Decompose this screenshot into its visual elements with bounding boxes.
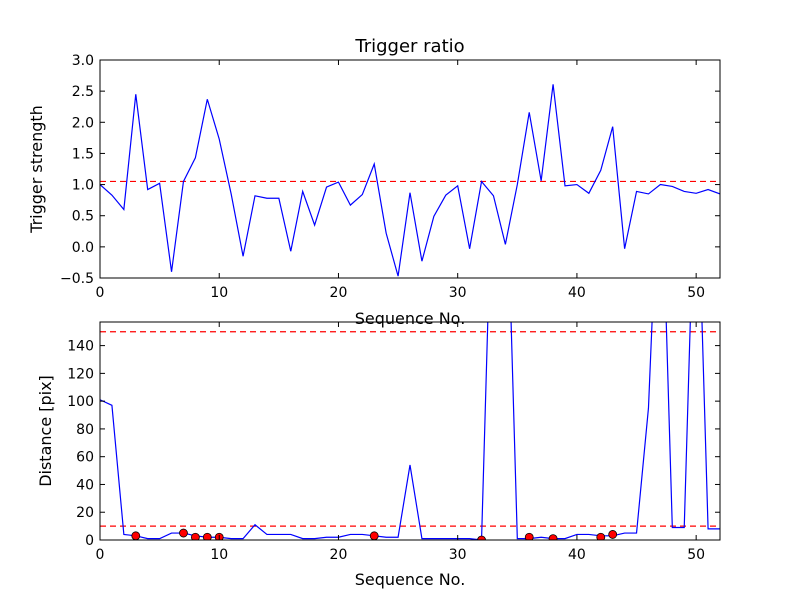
trigger-ratio-y-tick-label: 3.0 — [72, 53, 94, 69]
distance-y-tick-label: 60 — [76, 450, 94, 466]
trigger-ratio-x-tick-label: 20 — [330, 285, 348, 301]
distance-subplot: 0 10 20 30 40 50 0 20 40 60 80 100 120 140 Sequence N… — [36, 321, 721, 589]
trigger-ratio-y-tick-label: 1.0 — [72, 178, 94, 194]
distance-data-point-marker — [179, 528, 188, 538]
distance-x-tick-label: 0 — [96, 547, 105, 563]
chart-title: Trigger ratio — [354, 36, 464, 57]
trigger-ratio-y-tick-label: 0.0 — [72, 240, 94, 256]
trigger-ratio-y-tick-label: 2.5 — [72, 84, 94, 100]
distance-y-tick-label: 40 — [76, 477, 94, 493]
trigger-ratio-plot-area — [100, 84, 720, 277]
distance-data-point-marker — [131, 531, 141, 540]
distance-data-point-marker — [190, 532, 200, 540]
distance-data-point-marker — [548, 534, 558, 540]
distance-data-point-marker — [608, 530, 618, 539]
trigger-ratio-y-tick-label: 2.0 — [72, 115, 94, 131]
trigger-ratio-x-tick-label: 50 — [687, 285, 705, 301]
distance-marks — [100, 322, 720, 540]
trigger-ratio-subplot: Trigger ratio 0 10 20 30 40 50 −0.5 0.0 0.5 1.0 1.… — [27, 36, 721, 328]
distance-y-tick-label: 0 — [85, 533, 94, 549]
distance-y-tick-label: 80 — [76, 422, 94, 438]
trigger-ratio-y-axis-label: Trigger strength — [27, 105, 46, 234]
distance-y-tick-label: 20 — [76, 505, 94, 521]
distance-y-tick-label: 100 — [67, 394, 94, 410]
trigger-ratio-ticks: 0 10 20 30 40 50 −0.5 0.0 0.5 1.0 1.5 2.0 2.5 3.0 — [60, 53, 720, 301]
distance-ticks: 0 10 20 30 40 50 0 20 40 60 80 100 120 140 — [67, 322, 720, 563]
trigger-ratio-x-tick-label: 10 — [210, 285, 228, 301]
distance-data-point-marker — [524, 532, 534, 540]
trigger-ratio-y-tick-label: −0.5 — [60, 271, 94, 287]
distance-x-tick-label: 30 — [449, 547, 467, 563]
trigger-ratio-x-tick-label: 30 — [449, 285, 467, 301]
distance-data-point-marker — [596, 532, 606, 540]
trigger-ratio-x-axis-label: Sequence No. — [355, 309, 466, 328]
trigger-ratio-axes-frame — [99, 59, 721, 279]
distance-plot-area — [100, 322, 720, 540]
distance-x-tick-label: 50 — [687, 547, 705, 563]
distance-data-point-marker — [202, 532, 212, 540]
distance-data-point-marker — [369, 531, 379, 540]
distance-axes-frame — [99, 321, 721, 541]
trigger-ratio-x-tick-label: 40 — [568, 285, 586, 301]
distance-x-tick-label: 10 — [210, 547, 228, 563]
trigger-ratio-marks — [100, 84, 720, 277]
trigger-ratio-series-line — [100, 84, 720, 277]
distance-x-tick-label: 20 — [330, 547, 348, 563]
distance-y-tick-label: 140 — [67, 339, 94, 355]
distance-x-axis-label: Sequence No. — [355, 570, 466, 589]
trigger-ratio-x-tick-label: 0 — [96, 285, 105, 301]
distance-x-tick-label: 40 — [568, 547, 586, 563]
distance-y-axis-label: Distance [pix] — [36, 375, 55, 487]
distance-y-tick-label: 120 — [67, 366, 94, 382]
distance-data-point-marker — [477, 535, 486, 540]
trigger-ratio-y-tick-label: 1.5 — [72, 146, 94, 162]
trigger-ratio-y-tick-label: 0.5 — [72, 209, 94, 225]
